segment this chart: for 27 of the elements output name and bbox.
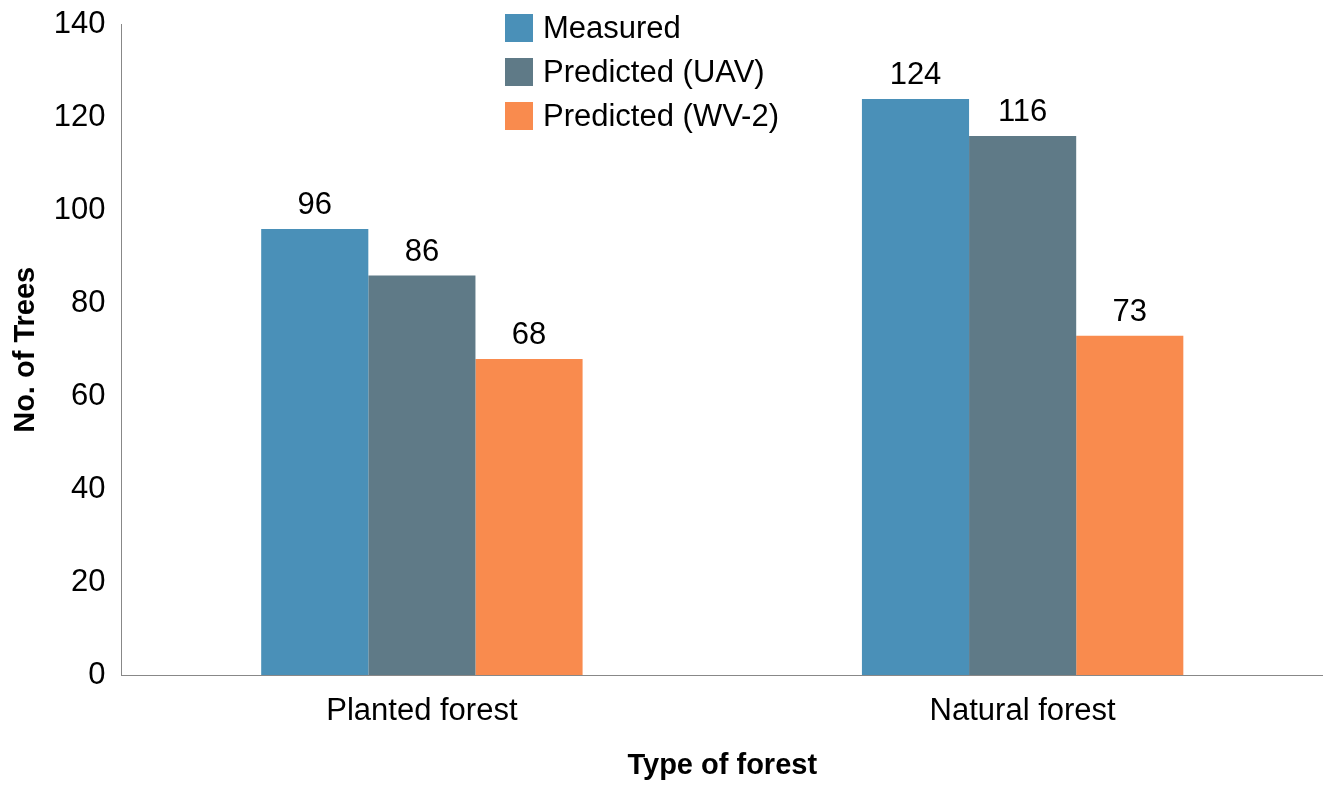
y-tick-label: 100 (53, 190, 106, 226)
bar (969, 136, 1077, 675)
x-tick-label: Planted forest (326, 692, 518, 728)
y-tick-label: 60 (71, 376, 106, 412)
legend-label: Measured (543, 10, 681, 46)
bar (261, 229, 369, 675)
data-label: 68 (511, 316, 547, 352)
y-tick-label: 40 (71, 469, 106, 505)
y-tick-label: 80 (71, 283, 106, 319)
y-tick-label: 0 (88, 655, 106, 691)
bar (1076, 335, 1184, 675)
data-label: 96 (297, 186, 332, 222)
data-label: 116 (997, 93, 1048, 129)
y-axis-title: No. of Trees (8, 266, 41, 433)
y-tick-label: 20 (71, 562, 106, 598)
data-label: 124 (889, 55, 942, 91)
bar (368, 275, 476, 675)
y-tick-label: 120 (53, 98, 106, 134)
bar (475, 359, 583, 675)
data-label: 86 (404, 232, 440, 268)
y-tick-label: 140 (53, 5, 106, 41)
bar (861, 98, 970, 675)
legend-label: Predicted (WV-2) (543, 98, 780, 134)
x-axis-title: Type of forest (627, 747, 818, 780)
x-tick-label: Natural forest (929, 692, 1117, 728)
data-label: 73 (1112, 292, 1147, 328)
legend-label: Predicted (UAV) (543, 54, 765, 90)
